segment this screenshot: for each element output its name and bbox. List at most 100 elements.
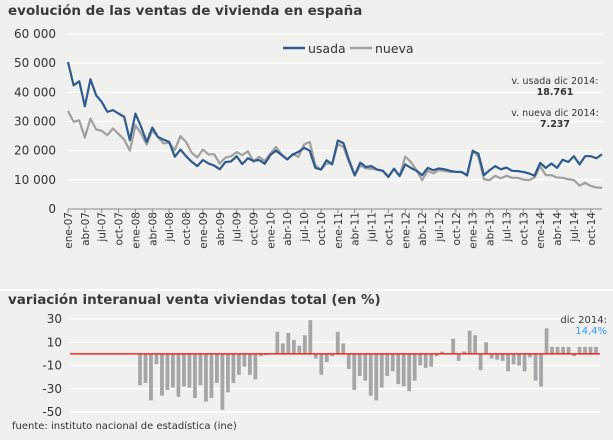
yoy-bar bbox=[171, 353, 175, 388]
section-divider bbox=[0, 289, 613, 291]
x-tick-label: abr-11 bbox=[350, 212, 362, 246]
x-tick-label: jul-11 bbox=[367, 212, 379, 243]
yoy-bar bbox=[182, 353, 186, 387]
yoy-bar bbox=[588, 346, 593, 354]
x-tick-label: jul-07 bbox=[97, 212, 109, 243]
yoy-bar bbox=[533, 353, 538, 381]
sales-line-chart: 0 10 000 20 000 30 000 40 000 50 000 60 000 ene… bbox=[14, 27, 603, 249]
yoy-bar bbox=[429, 353, 434, 367]
bottom-chart-title: variación interanual venta viviendas tot… bbox=[8, 292, 381, 308]
yoy-bar bbox=[363, 353, 368, 381]
x-tick-label: oct-13 bbox=[518, 212, 530, 245]
yoy-bar bbox=[302, 335, 307, 354]
yoy-bar bbox=[506, 353, 510, 372]
yoy-bar bbox=[176, 353, 181, 397]
yoy-bar bbox=[539, 353, 543, 387]
yoy-bar bbox=[594, 346, 598, 354]
yoy-bar bbox=[456, 353, 461, 361]
x-tick-label: jul-14 bbox=[569, 212, 581, 243]
yoy-bar bbox=[253, 353, 258, 380]
yoy-bar bbox=[577, 346, 582, 354]
x-tick-label: oct-12 bbox=[451, 212, 463, 245]
yoy-bar bbox=[297, 345, 302, 354]
x-tick-label: abr-14 bbox=[552, 212, 564, 246]
yoy-bar bbox=[280, 343, 285, 354]
yoy-bar bbox=[566, 346, 571, 354]
y-tick-label: 40 000 bbox=[14, 85, 56, 99]
y-tick-label: 10 000 bbox=[14, 173, 56, 187]
yoy-bar bbox=[396, 353, 401, 385]
yoy-bar bbox=[138, 353, 142, 386]
yoy-bar bbox=[555, 346, 560, 354]
x-tick-label: oct-10 bbox=[316, 212, 328, 245]
nueva-annotation-label: v. nueva dic 2014: bbox=[511, 108, 599, 119]
yoy-bar bbox=[258, 353, 263, 357]
legend-label-usada: usada bbox=[308, 41, 346, 56]
yoy-bar bbox=[247, 353, 252, 375]
y-tick-label: 20 000 bbox=[14, 144, 56, 158]
yoy-bar bbox=[484, 342, 489, 354]
yoy-bar bbox=[275, 331, 280, 354]
yoy-bar bbox=[154, 353, 159, 365]
x-tick-label: ene-10 bbox=[265, 212, 277, 249]
usada-annotation-label: v. usada dic 2014: bbox=[511, 76, 599, 87]
yoy-bar bbox=[165, 353, 170, 390]
yoy-bar bbox=[215, 353, 219, 383]
x-tick-label: oct-09 bbox=[248, 212, 260, 245]
x-tick-label: oct-08 bbox=[181, 212, 193, 245]
x-tick-label: ene-08 bbox=[130, 212, 142, 249]
yoy-bar bbox=[204, 353, 208, 402]
yoy-bar bbox=[198, 353, 203, 386]
x-tick-label: abr-10 bbox=[282, 212, 294, 246]
x-tick-label: ene-09 bbox=[198, 212, 210, 249]
yoy-bar bbox=[500, 353, 505, 361]
x-tick-label: jul-09 bbox=[232, 212, 244, 243]
yoy-bar bbox=[187, 353, 192, 388]
top-chart-title: evolución de las ventas de vivienda en e… bbox=[8, 3, 363, 19]
yoy-bar bbox=[517, 353, 521, 366]
x-tick-label: oct-14 bbox=[586, 212, 598, 246]
yoy-bar bbox=[462, 351, 467, 354]
yoy-bar bbox=[231, 353, 236, 383]
y-tick-label: 30 bbox=[47, 312, 62, 326]
yoy-bar bbox=[418, 353, 423, 366]
yoy-bar bbox=[226, 353, 230, 393]
yoy-annotation-value: 14,4% bbox=[575, 326, 607, 337]
yoy-bar bbox=[143, 353, 148, 383]
y-tick-label: 60 000 bbox=[14, 27, 56, 41]
source-note: fuente: instituto nacional de estadístic… bbox=[12, 421, 237, 432]
yoy-bar bbox=[412, 353, 417, 381]
x-tick-label: jul-13 bbox=[501, 212, 513, 243]
yoy-bar bbox=[561, 346, 565, 354]
yoy-bar bbox=[160, 353, 164, 396]
yoy-bar bbox=[291, 339, 296, 354]
y-tick-label: 30 000 bbox=[14, 115, 56, 129]
yoy-bar bbox=[407, 353, 412, 392]
yoy-bar bbox=[544, 328, 549, 354]
series-line-usada bbox=[66, 61, 603, 179]
y-tick-label: 0 bbox=[48, 202, 56, 216]
x-tick-label: ene-14 bbox=[535, 212, 547, 249]
x-tick-label: jul-08 bbox=[164, 212, 176, 243]
yoy-bar bbox=[335, 331, 340, 354]
yoy-bar bbox=[308, 320, 313, 354]
yoy-bar bbox=[352, 353, 357, 390]
x-tick-label: abr-09 bbox=[215, 212, 227, 246]
yoy-bar bbox=[489, 353, 494, 359]
yoy-bar bbox=[149, 353, 153, 401]
yoy-bar bbox=[286, 332, 291, 354]
yoy-bar bbox=[313, 353, 318, 359]
legend-label-nueva: nueva bbox=[375, 41, 414, 56]
yoy-bar bbox=[583, 346, 587, 354]
yoy-bar bbox=[357, 353, 362, 376]
y-tick-label: -30 bbox=[42, 382, 62, 396]
yoy-bar bbox=[220, 353, 225, 410]
yoy-bar bbox=[451, 338, 456, 354]
x-tick-label: abr-07 bbox=[80, 212, 92, 246]
yoy-bar bbox=[467, 330, 472, 354]
x-tick-label: oct-07 bbox=[114, 212, 126, 245]
yoy-bar bbox=[193, 353, 197, 399]
yoy-bar bbox=[511, 353, 516, 365]
x-tick-label: oct-11 bbox=[383, 212, 395, 245]
usada-annotation: v. usada dic 2014: 18.761 bbox=[505, 76, 605, 98]
